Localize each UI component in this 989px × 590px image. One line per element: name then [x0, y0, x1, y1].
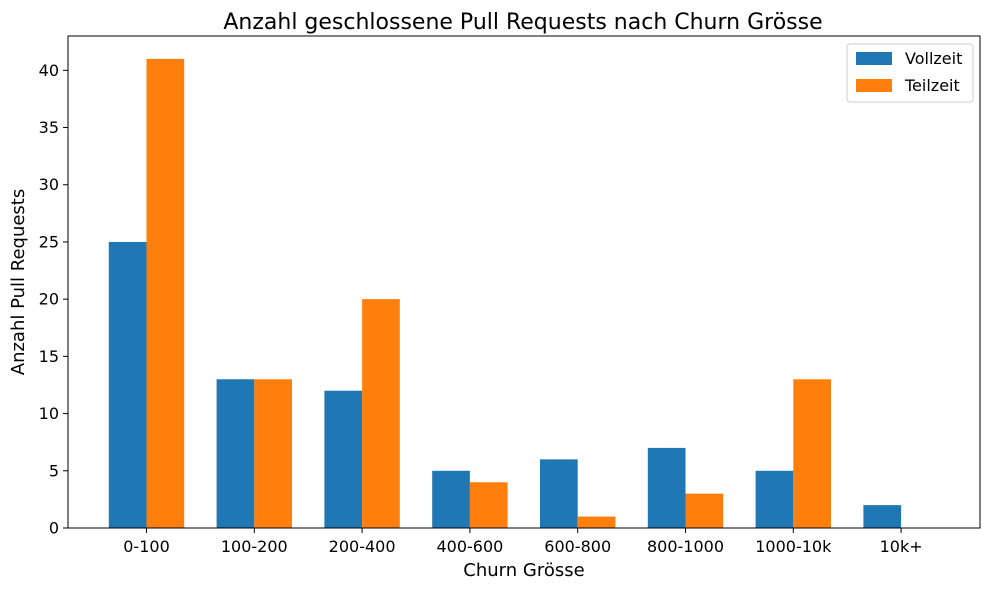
- x-tick-label: 100-200: [221, 537, 288, 556]
- y-tick-label: 5: [49, 461, 59, 480]
- x-axis: 0-100 100-200 200-400 400-600 600-800 800-100…: [123, 528, 923, 556]
- y-tick-label: 20: [39, 290, 59, 309]
- x-tick-label: 400-600: [436, 537, 503, 556]
- y-tick-label: 35: [39, 118, 59, 137]
- y-axis-label: Anzahl Pull Requests: [8, 189, 29, 376]
- bar-teilzeit-400-600: [469, 482, 508, 528]
- x-tick-label: 0-100: [123, 537, 170, 556]
- y-tick-label: 30: [39, 175, 59, 194]
- bar-teilzeit-800-1000: [685, 493, 724, 528]
- chart-title: Anzahl geschlossene Pull Requests nach C…: [223, 10, 822, 35]
- bar-teilzeit-600-800: [577, 516, 616, 528]
- y-axis: 0 5 10 15 20 25 30 35 40: [39, 61, 68, 538]
- y-tick-label: 25: [39, 232, 59, 251]
- bar-vollzeit-200-400: [324, 390, 363, 528]
- y-tick-label: 15: [39, 347, 59, 366]
- bar-vollzeit-100-200: [216, 379, 255, 528]
- plot-frame: [67, 35, 981, 529]
- legend-swatch-teilzeit: [856, 79, 892, 92]
- bar-vollzeit-1000-10k: [755, 470, 794, 528]
- plot-area: [108, 58, 902, 528]
- bar-teilzeit-0-100: [146, 58, 185, 528]
- y-tick-label: 0: [49, 519, 59, 538]
- bar-teilzeit-1000-10k: [793, 379, 831, 528]
- x-tick-label: 800-1000: [647, 537, 724, 556]
- bar-vollzeit-10k+: [863, 505, 902, 528]
- x-axis-label: Churn Grösse: [463, 560, 584, 581]
- legend: Vollzeit Teilzeit: [846, 43, 974, 103]
- legend-label-vollzeit: Vollzeit: [905, 49, 962, 68]
- bar-teilzeit-100-200: [254, 379, 292, 528]
- x-tick-label: 200-400: [329, 537, 396, 556]
- legend-label-teilzeit: Teilzeit: [904, 76, 960, 95]
- x-tick-label: 1000-10k: [755, 537, 832, 556]
- bar-vollzeit-800-1000: [647, 447, 686, 528]
- x-tick-label: 600-800: [544, 537, 611, 556]
- y-tick-label: 10: [39, 404, 59, 423]
- bar-vollzeit-600-800: [540, 459, 578, 528]
- bar-vollzeit-0-100: [108, 241, 147, 528]
- bar-vollzeit-400-600: [432, 470, 470, 528]
- x-tick-label: 10k+: [880, 537, 923, 556]
- legend-swatch-vollzeit: [856, 52, 892, 65]
- y-tick-label: 40: [39, 61, 59, 80]
- bar-teilzeit-200-400: [362, 299, 400, 528]
